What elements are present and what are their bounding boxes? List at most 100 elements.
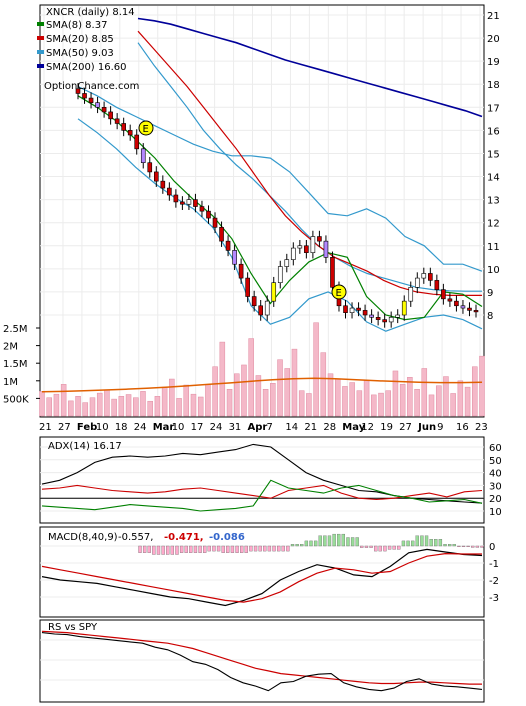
macd-histogram-bar <box>401 540 406 547</box>
macd-histogram-bar <box>272 545 276 552</box>
volume-bar <box>161 386 168 417</box>
x-tick-label: 17 <box>191 422 204 433</box>
x-tick-label: Apr <box>248 422 268 433</box>
candle-body <box>291 247 296 260</box>
price-axis-label: 18 <box>487 80 500 91</box>
x-tick-label: May <box>342 422 365 433</box>
macd-histogram-bar <box>203 545 207 553</box>
candle-body <box>330 257 335 288</box>
macd-axis-label: -1 <box>489 559 499 570</box>
macd-histogram-bar <box>443 544 447 547</box>
candle-body <box>264 300 270 316</box>
volume-axis-label: 2M <box>3 342 18 353</box>
volume-bar <box>154 396 161 417</box>
x-tick-label: 27 <box>399 422 412 433</box>
macd-histogram-bar <box>216 545 221 552</box>
volume-bar <box>270 383 276 417</box>
volume-bar <box>450 393 456 417</box>
volume-bar <box>53 393 60 417</box>
volume-bar <box>443 376 449 417</box>
macd-panel-frame <box>39 526 485 618</box>
x-tick-label: 27 <box>58 422 71 433</box>
volume-bar <box>472 366 478 417</box>
macd-histogram-bar <box>290 544 295 547</box>
price-axis-label: 16 <box>487 126 500 137</box>
candle-body <box>284 259 290 267</box>
candle-body <box>101 107 107 113</box>
x-tick-label: 12 <box>361 422 374 433</box>
candle-body <box>167 187 172 196</box>
volume-axis-label: 1M <box>3 377 18 388</box>
volume-axis-label: 2.5M <box>3 324 28 335</box>
volume-axis-label: 1.5M <box>3 359 28 370</box>
volume-bar <box>342 386 348 417</box>
macd-histogram-bar <box>434 539 438 547</box>
x-tick-label: 14 <box>285 422 298 433</box>
volume-bar <box>378 392 384 417</box>
x-tick-label: 21 <box>39 422 52 433</box>
candle-body <box>460 305 466 309</box>
volume-bar <box>147 400 153 417</box>
candle-body <box>362 310 368 316</box>
macd-histogram-bar <box>392 545 396 550</box>
candle-body <box>375 317 381 320</box>
volume-bar <box>363 380 370 417</box>
macd-histogram-bar <box>244 545 248 553</box>
x-tick-label: Jun <box>417 422 436 433</box>
candle-body <box>473 310 479 313</box>
macd-histogram-bar <box>415 535 419 547</box>
volume-bar <box>104 389 110 417</box>
candle-body <box>147 162 153 173</box>
candle-body <box>356 307 361 311</box>
volume-bar <box>306 393 312 417</box>
candle-body <box>153 171 159 182</box>
macd-histogram-bar <box>327 535 332 547</box>
volume-bar <box>392 370 399 417</box>
x-tick-label: 7 <box>266 422 272 433</box>
candle-body <box>434 280 440 290</box>
macd-histogram-bar <box>438 539 443 547</box>
macd-histogram-bar <box>221 545 225 553</box>
candle-body <box>349 307 355 313</box>
volume-bar <box>435 385 442 417</box>
price-axis-label: 15 <box>487 149 500 160</box>
volume-bar <box>226 388 233 417</box>
macd-histogram-bar <box>198 545 202 553</box>
legend-sma50: SMA(50) 9.03 <box>46 48 114 59</box>
macd-histogram-bar <box>295 544 299 547</box>
rs-panel-frame <box>39 619 485 703</box>
volume-bar <box>371 394 377 417</box>
macd-signal-line <box>41 552 482 603</box>
macd-histogram-bar <box>142 545 147 553</box>
candle-body <box>95 102 100 108</box>
legend: XNCR (daily) 8.14 SMA(8) 8.37 SMA(20) 8.… <box>37 7 139 92</box>
volume-axis-label: 500K <box>3 394 29 405</box>
macd-histogram-bar <box>166 545 170 555</box>
macd-histogram-bar <box>230 545 235 553</box>
adx-series-line <box>41 479 483 512</box>
price-axis-label: 9 <box>487 288 493 299</box>
macd-histogram-bar <box>452 544 456 547</box>
rs-ma-line <box>41 630 482 685</box>
macd-histogram-bar <box>471 545 475 548</box>
volume-bar <box>327 373 334 417</box>
candle-body <box>388 317 394 323</box>
candle-body <box>454 300 459 307</box>
candle-body <box>297 245 303 249</box>
macd-value: -0.557, <box>118 532 153 543</box>
volume-bar <box>334 378 341 417</box>
price-panel-frame <box>39 4 485 418</box>
adx-axis-label: 50 <box>489 456 502 467</box>
candle-body <box>127 130 133 136</box>
macd-histogram-bar <box>189 545 193 553</box>
candle-body <box>82 93 87 99</box>
macd-histogram-bar <box>374 545 378 552</box>
macd-histogram-bar <box>138 545 142 553</box>
candle-body <box>395 314 401 318</box>
macd-histogram-bar <box>360 545 364 548</box>
macd-histogram-bar <box>147 545 151 553</box>
rs-lines <box>40 630 484 692</box>
macd-histogram-bar <box>369 545 373 548</box>
volume-bar <box>176 398 182 417</box>
macd-lines <box>40 533 484 607</box>
